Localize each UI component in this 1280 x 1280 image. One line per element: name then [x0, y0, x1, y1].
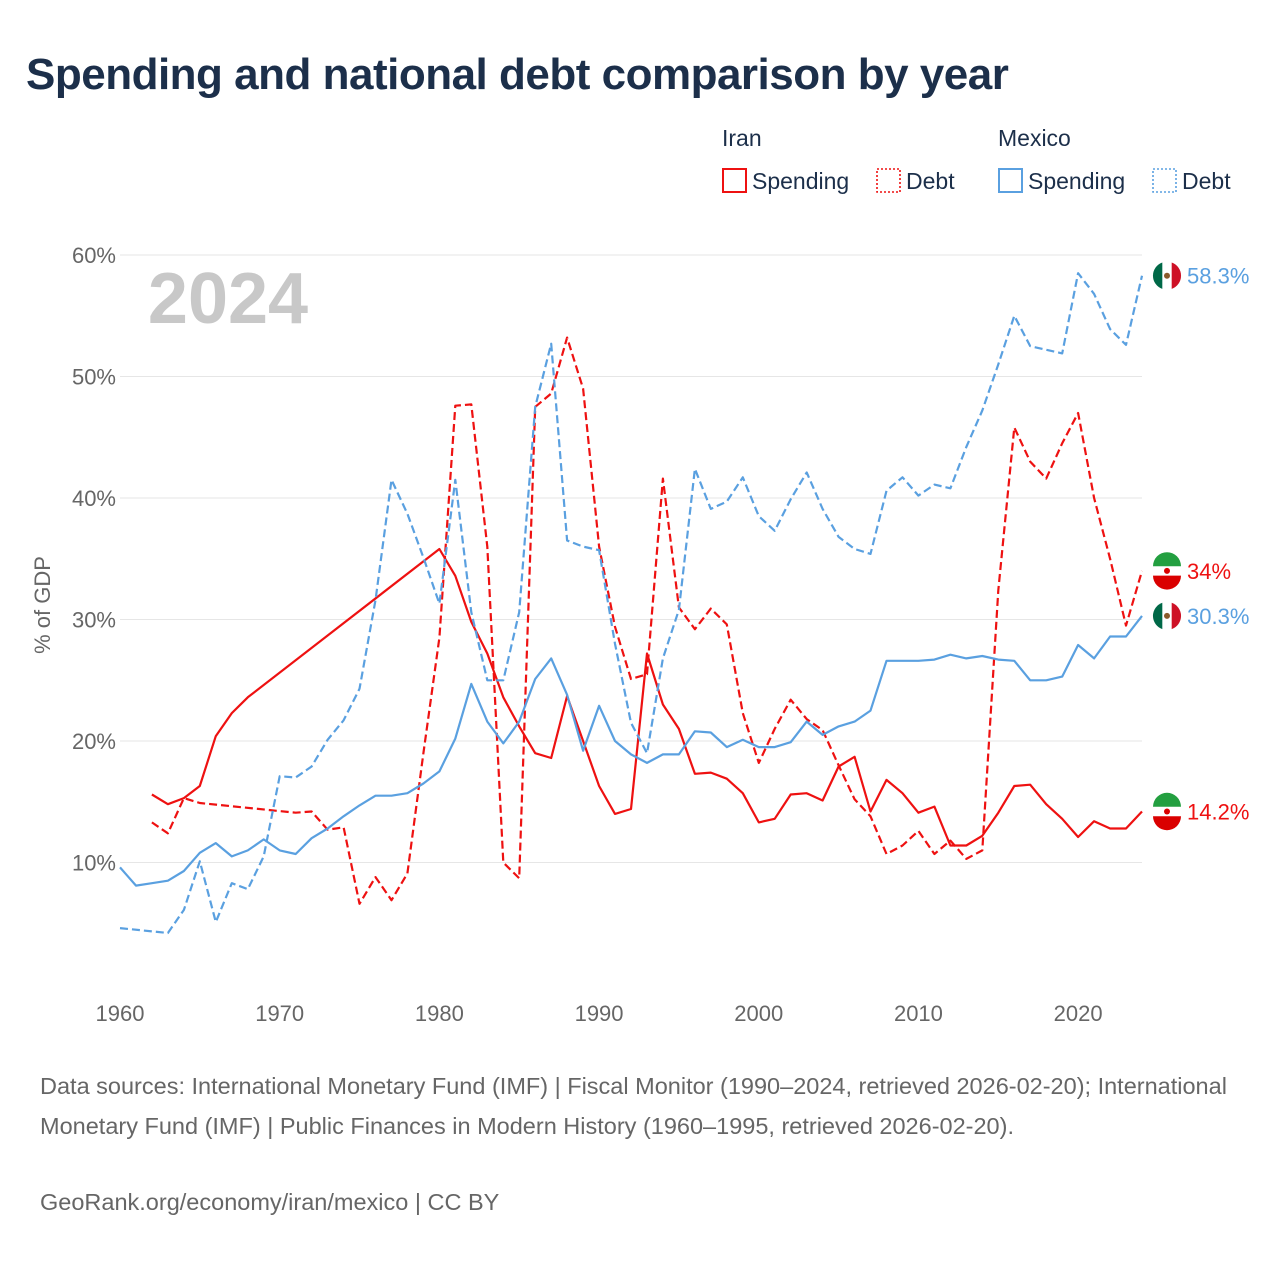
y-tick-label: 50%: [72, 365, 116, 390]
year-watermark: 2024: [148, 259, 308, 339]
y-tick-label: 10%: [72, 851, 116, 876]
legend-swatch-iran-spending: [722, 168, 747, 193]
x-tick-label: 1960: [96, 1001, 145, 1026]
legend-country-iran: Iran: [722, 125, 762, 151]
flag-mexico-icon: [1152, 601, 1182, 630]
y-tick-label: 40%: [72, 486, 116, 511]
y-axis-label: % of GDP: [30, 556, 55, 654]
series-line-iran-spending: [151, 547, 1143, 847]
end-value-label: 34%: [1187, 559, 1231, 584]
legend-item-mexico-spending[interactable]: Spending: [1028, 168, 1125, 194]
flag-iran-icon: [1153, 552, 1181, 590]
legend-swatch-iran-debt: [876, 168, 901, 193]
end-value-label: 30.3%: [1187, 604, 1249, 629]
flag-iran-icon: [1153, 792, 1181, 831]
chart-svg: 10% 20% 30% 40% 50% 60% 1960 1970 1980 1990 2000 20…: [30, 125, 1249, 1026]
y-tick-label: 20%: [72, 729, 116, 754]
legend-item-mexico-debt[interactable]: Debt: [1182, 168, 1231, 194]
data-source-note: Data sources: International Monetary Fun…: [40, 1073, 1227, 1139]
series-line-iran-debt: [151, 336, 1144, 905]
legend-swatch-mexico-debt: [1152, 168, 1177, 193]
series-line-mexico-spending: [119, 615, 1143, 887]
chart-title: Spending and national debt comparison by…: [26, 50, 1009, 99]
x-tick-label: 1970: [255, 1001, 304, 1026]
x-tick-label: 2010: [894, 1001, 943, 1026]
y-tick-label: 60%: [72, 243, 116, 268]
x-tick-label: 1980: [415, 1001, 464, 1026]
x-tick-label: 1990: [575, 1001, 624, 1026]
end-value-label: 58.3%: [1187, 264, 1249, 289]
x-tick-label: 2020: [1054, 1001, 1103, 1026]
series-line-mexico-debt: [119, 272, 1144, 935]
flag-mexico-icon: [1152, 261, 1182, 290]
x-tick-label: 2000: [734, 1001, 783, 1026]
legend-swatch-mexico-spending: [998, 168, 1023, 193]
y-tick-label: 30%: [72, 608, 116, 633]
legend-item-iran-spending[interactable]: Spending: [752, 168, 849, 194]
end-value-label: 14.2%: [1187, 799, 1249, 824]
legend-country-mexico: Mexico: [998, 125, 1071, 151]
credit-link[interactable]: GeoRank.org/economy/iran/mexico | CC BY: [40, 1189, 500, 1215]
legend-item-iran-debt[interactable]: Debt: [906, 168, 955, 194]
